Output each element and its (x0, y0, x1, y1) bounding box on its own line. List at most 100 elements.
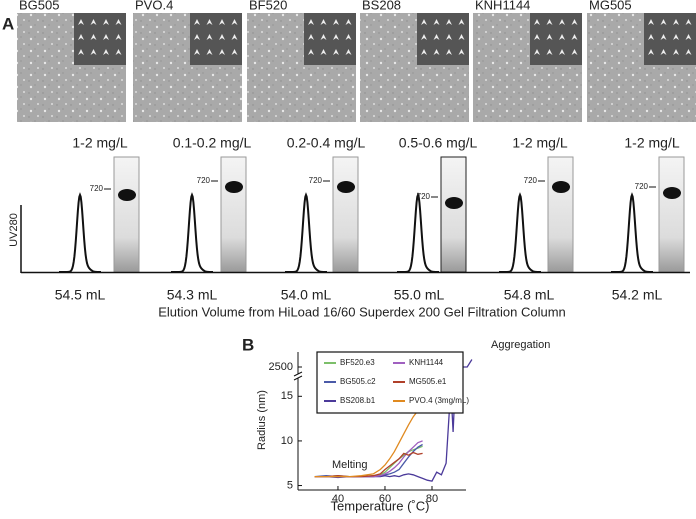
marker-label: 720 (524, 176, 538, 185)
particle (433, 19, 440, 25)
particle (571, 19, 578, 25)
axis-break (293, 371, 303, 381)
y-tick-label: 15 (281, 390, 293, 402)
elution-peak (499, 192, 541, 273)
legend-label: BF520.e3 (340, 358, 375, 367)
particle (333, 49, 339, 55)
particle (308, 34, 314, 40)
legend-label: BG505.c2 (340, 377, 376, 386)
particle (534, 19, 540, 25)
x-tick-label: 80 (426, 493, 438, 505)
particle (546, 49, 553, 55)
gel-lane (220, 156, 247, 273)
legend-label: KNH1144 (409, 358, 444, 367)
particle (648, 49, 654, 55)
particle (534, 49, 540, 55)
particle (648, 34, 654, 40)
marker-label: 720 (90, 184, 104, 193)
x-tick-label: 60 (379, 493, 391, 505)
elution-peak (611, 192, 653, 273)
concentration: 1-2 mg/L (72, 135, 127, 151)
particle (534, 34, 540, 40)
panel-label: A (2, 14, 14, 33)
particle (660, 49, 667, 55)
gel-band (118, 189, 136, 201)
particle (673, 19, 679, 25)
particle (206, 34, 213, 40)
elution-volume: 54.0 mL (281, 287, 332, 303)
particle (90, 49, 97, 55)
elution-peak (397, 192, 439, 273)
particle (231, 34, 238, 40)
particle (345, 19, 352, 25)
series-line (314, 451, 423, 478)
legend-label: PVO.4 (3mg/mL) (409, 396, 469, 405)
particle (90, 34, 97, 40)
particle (103, 49, 109, 55)
particle (458, 49, 465, 55)
concentration: 1-2 mg/L (512, 135, 567, 151)
particle (103, 19, 109, 25)
particle (433, 49, 440, 55)
particle (345, 49, 352, 55)
elution-volume: 54.3 mL (167, 287, 218, 303)
elution-peak (171, 192, 213, 273)
particle (194, 34, 200, 40)
particle (559, 49, 565, 55)
particle (559, 34, 565, 40)
particle (231, 49, 238, 55)
particle (421, 34, 427, 40)
y-tick-label: 5 (287, 479, 293, 491)
particle (546, 34, 553, 40)
concentration: 0.1-0.2 mg/L (173, 135, 252, 151)
particle (308, 49, 314, 55)
sample-label: BF520 (249, 0, 287, 12)
sample-label: PVO.4 (135, 0, 173, 12)
gel-band (337, 181, 355, 193)
gel-band (445, 197, 463, 209)
particle (571, 34, 578, 40)
concentration: 0.5-0.6 mg/L (399, 135, 478, 151)
legend-box (316, 351, 464, 414)
particle (345, 34, 352, 40)
particle (78, 34, 84, 40)
concentration: 0.2-0.4 mg/L (287, 135, 366, 151)
gel-lane (547, 156, 574, 273)
panel-a: BG505 1-2 mg/L 720 54.5 mL PVO.4 0.1-0.2 mg/L… (17, 0, 696, 303)
particle (219, 34, 225, 40)
gel-band (663, 187, 681, 199)
particle (685, 19, 692, 25)
concentration: 1-2 mg/L (624, 135, 679, 151)
y-axis-label: UV280 (8, 213, 20, 247)
particle (660, 34, 667, 40)
y-axis-label: Radius (nm) (256, 390, 268, 450)
series-line (314, 443, 423, 478)
particle (458, 19, 465, 25)
particle (78, 49, 84, 55)
particle (308, 19, 314, 25)
particle (446, 19, 452, 25)
particle (90, 19, 97, 25)
panel-label: B (242, 335, 254, 354)
gel-lane (440, 156, 467, 273)
particle (333, 34, 339, 40)
particle (446, 34, 452, 40)
marker-label: 720 (197, 176, 211, 185)
particle (333, 19, 339, 25)
particle (421, 49, 427, 55)
gel-band (225, 181, 243, 193)
x-tick-label: 40 (332, 493, 344, 505)
sample-label: MG505 (589, 0, 632, 12)
particle (660, 19, 667, 25)
elution-volume: 54.5 mL (55, 287, 106, 303)
gel-band (552, 181, 570, 193)
particle (673, 34, 679, 40)
particle (103, 34, 109, 40)
particle (115, 34, 122, 40)
series-line (314, 445, 423, 478)
annotation: Aggregation (491, 339, 550, 351)
particle (320, 34, 327, 40)
panel-b: 40 60 80 5 10 15 2500 Temperature (˚C) Radius (n… (256, 339, 550, 514)
marker-label: 720 (417, 192, 431, 201)
